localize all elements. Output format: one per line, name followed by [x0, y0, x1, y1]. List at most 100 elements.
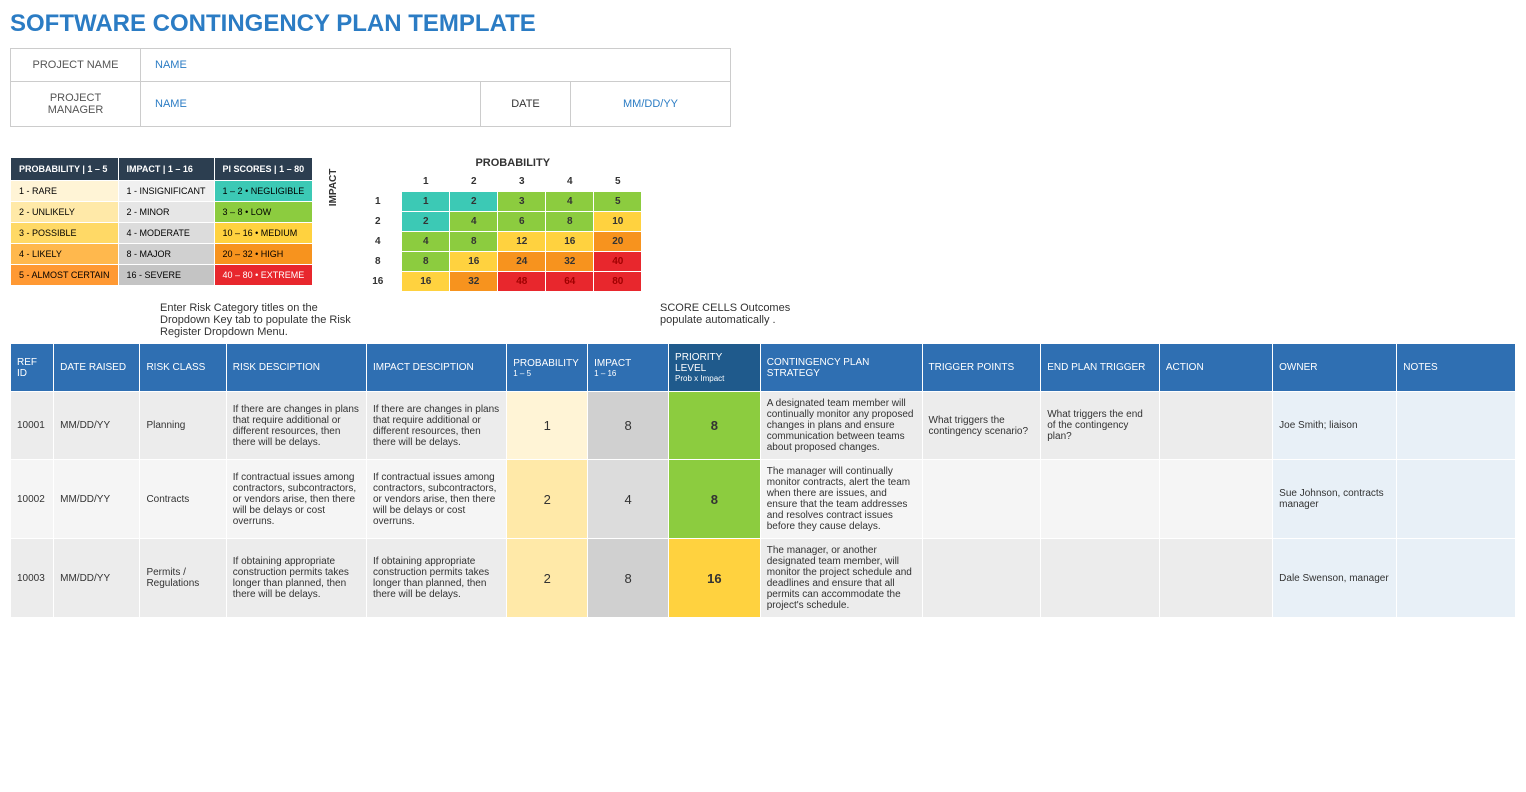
notes-cell[interactable]	[1397, 539, 1516, 618]
probability-impact-matrix: 12345 1123452246810448121620881624324016…	[353, 171, 642, 292]
matrix-cell: 1	[402, 192, 450, 212]
matrix-row-header: 8	[354, 252, 402, 272]
action-cell[interactable]	[1159, 539, 1272, 618]
matrix-cell: 20	[594, 232, 642, 252]
impact-description[interactable]: If there are changes in plans that requi…	[366, 392, 506, 460]
matrix-cell: 24	[498, 252, 546, 272]
matrix-row-header: 2	[354, 212, 402, 232]
impact-cell[interactable]: 4	[588, 460, 669, 539]
date-raised[interactable]: MM/DD/YY	[54, 539, 140, 618]
priority-cell[interactable]: 8	[669, 460, 761, 539]
legend-cell: 1 – 2 • NEGLIGIBLE	[214, 181, 313, 202]
matrix-side-label: IMPACT	[328, 168, 339, 206]
matrix-row-header: 16	[354, 272, 402, 292]
matrix-row-header: 4	[354, 232, 402, 252]
risk-column-header: RISK DESCIPTION	[226, 344, 366, 392]
strategy-cell[interactable]: The manager will continually monitor con…	[760, 460, 922, 539]
project-info-table: PROJECT NAME NAME PROJECT MANAGER NAME D…	[10, 48, 731, 127]
matrix-cell: 16	[402, 272, 450, 292]
legend-cell: 2 - MINOR	[118, 202, 214, 223]
trigger-cell[interactable]	[922, 539, 1041, 618]
owner-cell[interactable]: Sue Johnson, contracts manager	[1273, 460, 1397, 539]
matrix-col-header: 4	[546, 172, 594, 192]
table-row: 10003MM/DD/YYPermits / RegulationsIf obt…	[11, 539, 1516, 618]
impact-description[interactable]: If contractual issues among contractors,…	[366, 460, 506, 539]
risk-column-header: NOTES	[1397, 344, 1516, 392]
end-trigger-cell[interactable]: What triggers the end of the contingency…	[1041, 392, 1160, 460]
date-raised[interactable]: MM/DD/YY	[54, 392, 140, 460]
legend-cell: 1 - INSIGNIFICANT	[118, 181, 214, 202]
risk-column-header: END PLAN TRIGGER	[1041, 344, 1160, 392]
ref-id[interactable]: 10003	[11, 539, 54, 618]
trigger-cell[interactable]: What triggers the contingency scenario?	[922, 392, 1041, 460]
owner-cell[interactable]: Joe Smith; liaison	[1273, 392, 1397, 460]
risk-description[interactable]: If there are changes in plans that requi…	[226, 392, 366, 460]
matrix-col-header: 1	[402, 172, 450, 192]
risk-description[interactable]: If obtaining appropriate construction pe…	[226, 539, 366, 618]
strategy-cell[interactable]: The manager, or another designated team …	[760, 539, 922, 618]
risk-class[interactable]: Permits / Regulations	[140, 539, 226, 618]
legend-cell: 2 - UNLIKELY	[11, 202, 119, 223]
legend-cell: 16 - SEVERE	[118, 265, 214, 286]
matrix-cell: 8	[402, 252, 450, 272]
matrix-row-header: 1	[354, 192, 402, 212]
matrix-cell: 4	[402, 232, 450, 252]
priority-cell[interactable]: 16	[669, 539, 761, 618]
probability-cell[interactable]: 2	[507, 539, 588, 618]
risk-column-header: REF ID	[11, 344, 54, 392]
legend-cell: 3 – 8 • LOW	[214, 202, 313, 223]
legend-cell: 10 – 16 • MEDIUM	[214, 223, 313, 244]
matrix-cell: 40	[594, 252, 642, 272]
notes-cell[interactable]	[1397, 460, 1516, 539]
matrix-cell: 4	[546, 192, 594, 212]
risk-column-header: IMPACT1 – 16	[588, 344, 669, 392]
project-manager-label: PROJECT MANAGER	[11, 82, 141, 127]
matrix-cell: 2	[450, 192, 498, 212]
legend-cell: 4 - LIKELY	[11, 244, 119, 265]
end-trigger-cell[interactable]	[1041, 460, 1160, 539]
legend-cell: 5 - ALMOST CERTAIN	[11, 265, 119, 286]
legend-cell: 40 – 80 • EXTREME	[214, 265, 313, 286]
risk-class[interactable]: Planning	[140, 392, 226, 460]
notes-cell[interactable]	[1397, 392, 1516, 460]
matrix-cell: 12	[498, 232, 546, 252]
project-name-value[interactable]: NAME	[141, 49, 731, 82]
dropdown-note: Enter Risk Category titles on the Dropdo…	[160, 302, 360, 338]
probability-cell[interactable]: 1	[507, 392, 588, 460]
risk-class[interactable]: Contracts	[140, 460, 226, 539]
probability-cell[interactable]: 2	[507, 460, 588, 539]
impact-cell[interactable]: 8	[588, 392, 669, 460]
table-row: 10002MM/DD/YYContractsIf contractual iss…	[11, 460, 1516, 539]
matrix-cell: 8	[546, 212, 594, 232]
priority-cell[interactable]: 8	[669, 392, 761, 460]
matrix-cell: 3	[498, 192, 546, 212]
matrix-col-header: 3	[498, 172, 546, 192]
legend-header: PI SCORES | 1 – 80	[214, 158, 313, 181]
risk-column-header: PROBABILITY1 – 5	[507, 344, 588, 392]
date-label: DATE	[481, 82, 571, 127]
impact-description[interactable]: If obtaining appropriate construction pe…	[366, 539, 506, 618]
owner-cell[interactable]: Dale Swenson, manager	[1273, 539, 1397, 618]
project-manager-value[interactable]: NAME	[141, 82, 481, 127]
project-name-label: PROJECT NAME	[11, 49, 141, 82]
action-cell[interactable]	[1159, 392, 1272, 460]
table-row: 10001MM/DD/YYPlanningIf there are change…	[11, 392, 1516, 460]
legend-header: PROBABILITY | 1 – 5	[11, 158, 119, 181]
risk-column-header: ACTION	[1159, 344, 1272, 392]
matrix-cell: 48	[498, 272, 546, 292]
legend-cell: 8 - MAJOR	[118, 244, 214, 265]
date-raised[interactable]: MM/DD/YY	[54, 460, 140, 539]
trigger-cell[interactable]	[922, 460, 1041, 539]
matrix-cell: 64	[546, 272, 594, 292]
action-cell[interactable]	[1159, 460, 1272, 539]
impact-cell[interactable]: 8	[588, 539, 669, 618]
ref-id[interactable]: 10001	[11, 392, 54, 460]
strategy-cell[interactable]: A designated team member will continuall…	[760, 392, 922, 460]
risk-description[interactable]: If contractual issues among contractors,…	[226, 460, 366, 539]
end-trigger-cell[interactable]	[1041, 539, 1160, 618]
matrix-cell: 32	[546, 252, 594, 272]
date-value[interactable]: MM/DD/YY	[571, 82, 731, 127]
ref-id[interactable]: 10002	[11, 460, 54, 539]
matrix-cell: 5	[594, 192, 642, 212]
legend-table: PROBABILITY | 1 – 5IMPACT | 1 – 16PI SCO…	[10, 157, 313, 286]
